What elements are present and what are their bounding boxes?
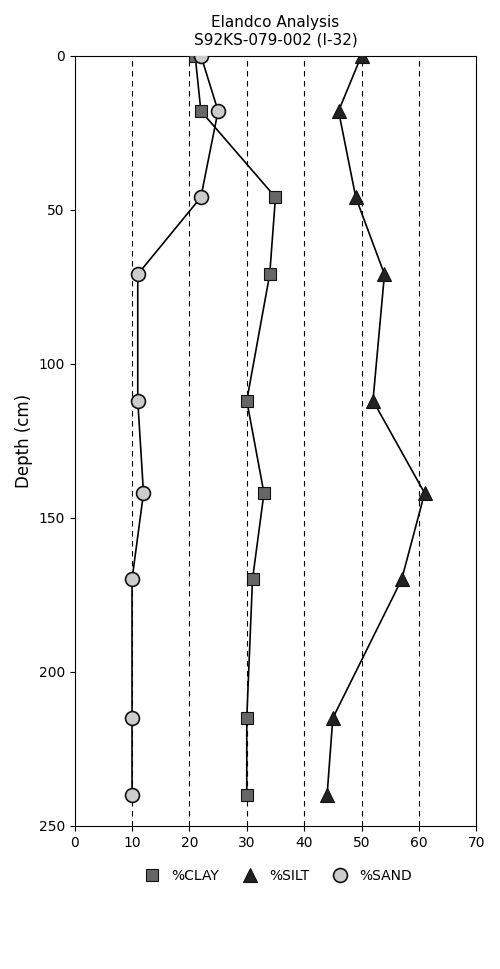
- Title: Elandco Analysis
S92KS-079-002 (I-32): Elandco Analysis S92KS-079-002 (I-32): [194, 15, 358, 47]
- Y-axis label: Depth (cm): Depth (cm): [15, 393, 33, 487]
- Legend: %CLAY, %SILT, %SAND: %CLAY, %SILT, %SAND: [133, 863, 418, 889]
